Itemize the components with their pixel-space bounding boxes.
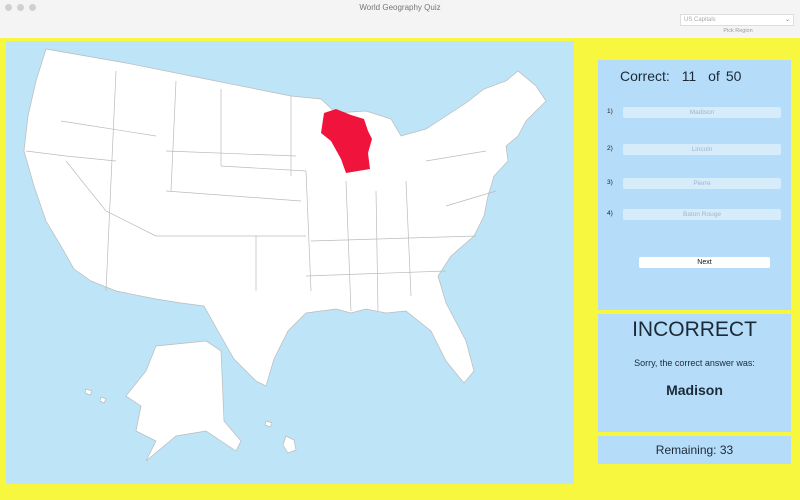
score-correct: 11 (681, 68, 697, 84)
title-bar: World Geography Quiz US Capitals ⌄ Pick R… (0, 0, 800, 38)
result-heading: INCORRECT (632, 318, 757, 341)
next-button[interactable]: Next (639, 257, 770, 268)
answer-number: 3) (607, 179, 613, 186)
correct-answer: Madison (666, 382, 723, 398)
score-label: Correct: (620, 68, 670, 84)
answer-option: 1) Madison (598, 107, 791, 119)
contiguous-us[interactable] (23, 48, 547, 387)
region-select[interactable]: US Capitals ⌄ (680, 14, 794, 26)
quiz-area: Correct: 11 of 50 1) Madison 2) Lincoln 3) P… (0, 38, 800, 500)
answer-number: 1) (607, 108, 613, 115)
chevron-down-icon: ⌄ (784, 17, 790, 23)
answer-button[interactable]: Lincoln (623, 144, 781, 155)
answer-option: 3) Pierre (598, 178, 791, 190)
region-select-label: Pick Region (723, 28, 753, 34)
score-of: of (708, 68, 720, 84)
score: Correct: 11 of 50 (620, 68, 747, 84)
zoom-window-button[interactable] (29, 4, 36, 11)
result-message: Sorry, the correct answer was: (634, 358, 755, 368)
question-panel: Correct: 11 of 50 1) Madison 2) Lincoln 3) P… (598, 60, 791, 310)
window-controls (5, 4, 36, 11)
answer-button[interactable]: Madison (623, 107, 781, 118)
result-panel: INCORRECT Sorry, the correct answer was:… (598, 314, 791, 432)
remaining-panel: Remaining: 33 (598, 436, 791, 464)
answer-button[interactable]: Pierre (623, 178, 781, 189)
answer-button[interactable]: Baton Rouge (623, 209, 781, 220)
window-title: World Geography Quiz (359, 3, 441, 12)
wisconsin-highlight[interactable] (321, 109, 372, 173)
answer-number: 4) (607, 210, 613, 217)
answer-number: 2) (607, 145, 613, 152)
hawaii[interactable] (84, 388, 297, 454)
close-window-button[interactable] (5, 4, 12, 11)
minimize-window-button[interactable] (17, 4, 24, 11)
answer-option: 2) Lincoln (598, 144, 791, 156)
region-select-value: US Capitals (684, 17, 716, 23)
alaska[interactable] (125, 340, 242, 462)
answer-option: 4) Baton Rouge (598, 209, 791, 221)
remaining-count: Remaining: 33 (655, 443, 734, 457)
score-total: 50 (725, 68, 742, 84)
us-map[interactable] (6, 41, 574, 484)
